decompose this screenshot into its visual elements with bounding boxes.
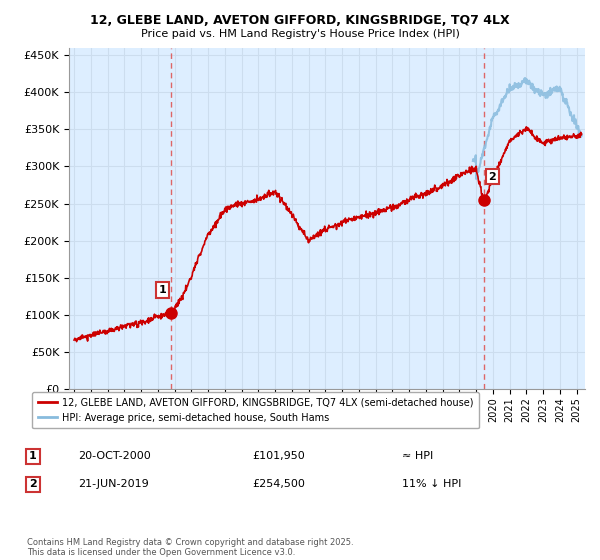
Text: 1: 1 [159,285,167,295]
Text: £101,950: £101,950 [252,451,305,461]
Text: 1: 1 [29,451,37,461]
Text: £254,500: £254,500 [252,479,305,489]
Text: ≈ HPI: ≈ HPI [402,451,433,461]
Legend: 12, GLEBE LAND, AVETON GIFFORD, KINGSBRIDGE, TQ7 4LX (semi-detached house), HPI:: 12, GLEBE LAND, AVETON GIFFORD, KINGSBRI… [32,392,479,428]
Text: 2: 2 [29,479,37,489]
Text: 21-JUN-2019: 21-JUN-2019 [78,479,149,489]
Text: Price paid vs. HM Land Registry's House Price Index (HPI): Price paid vs. HM Land Registry's House … [140,29,460,39]
Text: Contains HM Land Registry data © Crown copyright and database right 2025.
This d: Contains HM Land Registry data © Crown c… [27,538,353,557]
Text: 11% ↓ HPI: 11% ↓ HPI [402,479,461,489]
Text: 12, GLEBE LAND, AVETON GIFFORD, KINGSBRIDGE, TQ7 4LX: 12, GLEBE LAND, AVETON GIFFORD, KINGSBRI… [90,14,510,27]
Text: 20-OCT-2000: 20-OCT-2000 [78,451,151,461]
Text: 2: 2 [488,172,496,181]
